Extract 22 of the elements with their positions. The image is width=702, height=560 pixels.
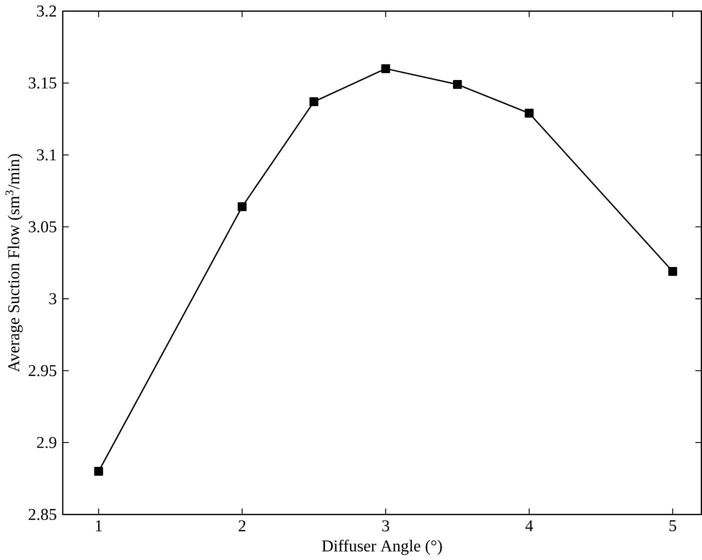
- x-tick-label: 5: [670, 520, 676, 532]
- y-tick-label: 3: [49, 292, 56, 304]
- point: [452, 80, 462, 89]
- x-tick-label: 1: [96, 520, 102, 531]
- y-tick-label: 2.95: [28, 364, 56, 376]
- point: [309, 97, 318, 106]
- point: [94, 466, 104, 476]
- y-tick-label: 2.85: [28, 508, 56, 520]
- x-tick-label: 4: [525, 520, 534, 531]
- y-tick-label: 3.1: [37, 149, 56, 160]
- point: [668, 266, 678, 276]
- y-tick-label: 3.15: [28, 77, 56, 88]
- point: [238, 202, 247, 211]
- y-tick-label: 3.05: [28, 221, 56, 232]
- y-axis-title: Average Suction Flow (sm$^{3}$/min): [6, 154, 23, 372]
- y-tick-label: 3.2: [37, 5, 56, 16]
- x-tick-label: 2: [238, 520, 246, 532]
- point: [524, 108, 534, 118]
- point: [381, 64, 390, 73]
- x-tick-label: 3: [382, 520, 390, 532]
- x-axis-title: Diffuser Angle (°): [322, 540, 442, 555]
- y-tick-label: 2.9: [37, 436, 56, 448]
